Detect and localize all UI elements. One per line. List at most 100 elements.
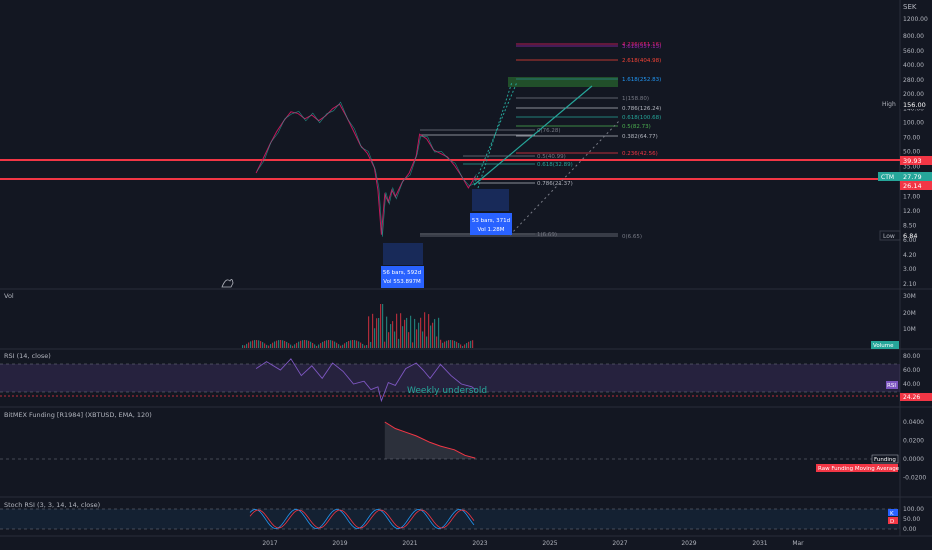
price-tick-label: 800.00 bbox=[903, 33, 924, 40]
low-value: 6.84 bbox=[903, 232, 917, 240]
ctm-value: 27.79 bbox=[903, 173, 922, 181]
projection-dotted-line[interactable] bbox=[473, 81, 518, 186]
volume-bar bbox=[302, 340, 304, 348]
volume-bar bbox=[386, 316, 388, 348]
date-range-box-right[interactable] bbox=[472, 189, 509, 211]
volume-bar bbox=[282, 340, 284, 348]
volume-bar bbox=[306, 340, 308, 348]
price-series-line-up[interactable] bbox=[256, 101, 477, 237]
price-tick-label: 200.00 bbox=[903, 91, 924, 98]
funding-line[interactable] bbox=[384, 421, 476, 459]
volume-bar bbox=[296, 342, 298, 348]
volume-bar bbox=[272, 342, 274, 348]
fib-retracement-tool[interactable]: 0.5(40.99) 0.618(32.89) 0.786(21.37) 0(76.2… bbox=[420, 128, 618, 238]
date-range-label-left[interactable] bbox=[381, 266, 424, 288]
date-range-label-right[interactable] bbox=[470, 213, 512, 235]
stoch-axis[interactable]: 100.00 50.00 0.00 bbox=[903, 506, 924, 533]
price-axis[interactable]: 1200.00 800.00 560.00 400.00 280.00 200.00 140… bbox=[903, 16, 928, 288]
low-label: Low bbox=[883, 233, 895, 240]
fib-extension-tool[interactable]: 4.236(651.16)3.618(557.13) 2.618(404.98) 1… bbox=[420, 42, 661, 240]
funding-ma-text: Raw Funding Moving Average bbox=[818, 466, 900, 472]
volume-bar bbox=[422, 331, 424, 348]
volume-bar bbox=[426, 336, 428, 348]
funding-tag-text: Funding bbox=[874, 457, 896, 463]
funding-ma-tag bbox=[816, 464, 898, 472]
fib-retrace-label: 0.5(40.99) bbox=[537, 154, 566, 160]
volume-bar bbox=[440, 339, 442, 348]
volume-bar bbox=[260, 341, 262, 348]
volume-bar bbox=[336, 342, 338, 348]
volume-bar bbox=[264, 343, 266, 348]
rsi-line[interactable] bbox=[255, 358, 476, 403]
fib-level-label: 0.5(82.73) bbox=[622, 124, 651, 130]
projection-dotted-line[interactable] bbox=[509, 119, 621, 236]
right-box-line2: Vol 1.28M bbox=[478, 227, 505, 233]
fib-retrace-label: 0.786(21.37) bbox=[537, 181, 573, 187]
price-series-line[interactable] bbox=[255, 103, 476, 235]
volume-bar bbox=[460, 344, 462, 348]
volume-bar bbox=[392, 321, 394, 348]
fib-level-label: 0.786(126.24) bbox=[622, 106, 661, 112]
volume-bar bbox=[414, 318, 416, 348]
fib-level-label: 1(158.80) bbox=[622, 96, 649, 102]
volume-bar bbox=[332, 340, 334, 348]
volume-bar bbox=[432, 322, 434, 348]
vol-axis[interactable]: 30M 20M 10M bbox=[903, 293, 916, 333]
volume-bar bbox=[378, 317, 380, 348]
stoch-d-line[interactable] bbox=[249, 509, 475, 529]
upper-line-tag bbox=[900, 156, 932, 165]
volume-bar bbox=[314, 344, 316, 348]
price-tick-label: 17.00 bbox=[903, 194, 920, 201]
volume-bar bbox=[366, 345, 368, 348]
price-tick-label: 6.00 bbox=[903, 237, 917, 244]
volume-bar bbox=[462, 345, 464, 348]
fib-level-label: 0.382(64.77) bbox=[622, 134, 658, 140]
volume-bar bbox=[284, 340, 286, 348]
target-zone[interactable] bbox=[508, 77, 618, 87]
price-tick-label: 560.00 bbox=[903, 48, 924, 55]
high-label: High bbox=[882, 101, 896, 108]
fib-level-label: 4.236(651.16) bbox=[622, 42, 661, 48]
time-axis[interactable]: 2017 2019 2021 2023 2025 2027 2029 2031 Mar bbox=[262, 540, 804, 547]
volume-bar bbox=[454, 340, 456, 348]
stoch-pane-label: Stoch RSI (3, 3, 14, 14, close) bbox=[4, 501, 100, 509]
time-tick-label: Mar bbox=[792, 540, 804, 547]
high-tag bbox=[900, 100, 932, 109]
weekly-undersold-annotation[interactable]: Weekly undersold bbox=[407, 386, 487, 396]
price-tick-label: 12.00 bbox=[903, 208, 920, 215]
projection-dotted-line[interactable] bbox=[477, 81, 513, 189]
volume-bar bbox=[344, 343, 346, 348]
date-range-box-left[interactable] bbox=[383, 243, 423, 265]
volume-bar bbox=[452, 340, 454, 348]
fib-level-label: 0.618(100.68) bbox=[622, 115, 661, 121]
time-tick-label: 2019 bbox=[332, 540, 347, 547]
price-tick-label: 1200.00 bbox=[903, 16, 928, 23]
volume-bar bbox=[410, 315, 412, 348]
volume-bar bbox=[362, 343, 364, 348]
volume-bar bbox=[470, 340, 472, 348]
volume-bar bbox=[406, 317, 408, 348]
volume-bar bbox=[438, 317, 440, 348]
volume-bar bbox=[338, 344, 340, 348]
volume-bar bbox=[466, 343, 468, 348]
projection-line[interactable] bbox=[473, 85, 593, 186]
volume-bar bbox=[310, 341, 312, 348]
fib-level-label: 0.236(42.56) bbox=[622, 151, 658, 157]
volume-bar bbox=[330, 340, 332, 348]
volume-bar bbox=[248, 342, 250, 348]
volume-bars[interactable] bbox=[242, 304, 474, 348]
stoch-k-text: K bbox=[890, 511, 894, 517]
stoch-d-text: D bbox=[890, 519, 894, 525]
volume-bar bbox=[276, 340, 278, 348]
volume-bar bbox=[434, 319, 436, 348]
stoch-k-line[interactable] bbox=[249, 508, 475, 530]
volume-bar bbox=[286, 341, 288, 348]
funding-axis[interactable]: 0.0400 0.0200 0.0000 -0.0200 bbox=[903, 419, 926, 482]
volume-bar bbox=[464, 344, 466, 348]
price-tick-label: 2.10 bbox=[903, 281, 917, 288]
rsi-tag bbox=[886, 381, 898, 389]
volume-bar bbox=[446, 340, 448, 348]
high-value: 156.00 bbox=[903, 101, 926, 109]
currency-label: SEK bbox=[903, 3, 917, 11]
